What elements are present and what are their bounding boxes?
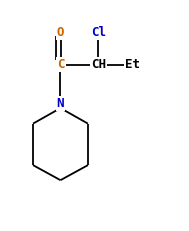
Text: Et: Et (125, 58, 140, 71)
Text: O: O (57, 26, 64, 39)
Text: CH: CH (91, 58, 106, 71)
Text: C: C (57, 58, 64, 71)
Text: Cl: Cl (91, 26, 106, 39)
Text: N: N (57, 97, 64, 110)
